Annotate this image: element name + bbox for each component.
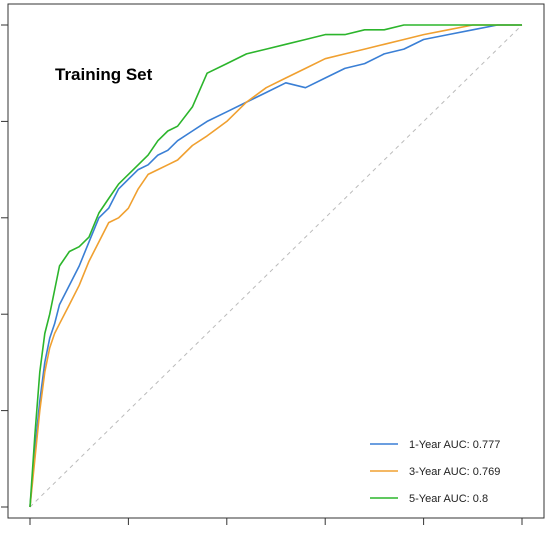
x-axis-ticks [29, 518, 523, 525]
legend-label-1: 1-Year AUC: 0.777 [409, 439, 500, 451]
roc-curve-1 [29, 24, 522, 508]
roc-curves [29, 24, 522, 508]
plot-frame [7, 3, 545, 519]
y-axis-ticks [1, 24, 8, 508]
legend: 1-Year AUC: 0.777 3-Year AUC: 0.769 5-Year… [370, 439, 500, 505]
reference-diagonal [29, 24, 523, 508]
chart-title: Training Set [55, 65, 153, 84]
roc-curve-2 [29, 24, 522, 508]
roc-curve-3 [29, 24, 522, 508]
legend-label-2: 3-Year AUC: 0.769 [409, 466, 500, 478]
legend-label-3: 5-Year AUC: 0.8 [409, 493, 488, 505]
